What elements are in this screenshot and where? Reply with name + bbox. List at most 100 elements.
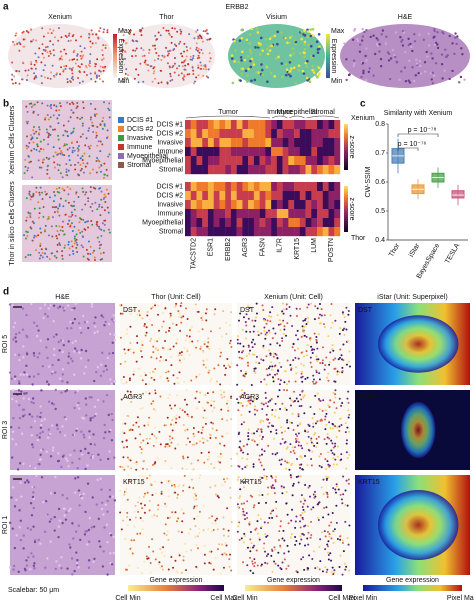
- colorbar: [128, 585, 224, 591]
- cell-dot: [23, 234, 26, 237]
- cell-dot: [255, 355, 258, 358]
- cell-dot: [170, 484, 173, 487]
- cell-dot: [140, 484, 143, 487]
- cell-dot: [89, 72, 92, 75]
- cell-dot: [161, 568, 164, 571]
- cell-dot: [133, 370, 136, 373]
- heatmap-cell: [185, 156, 191, 166]
- cell-dot: [174, 421, 177, 424]
- cell-dot: [98, 244, 101, 247]
- cell-dot: [51, 363, 54, 367]
- cell-dot: [29, 253, 32, 256]
- cell-dot: [108, 352, 111, 355]
- cell-dot: [99, 374, 103, 377]
- cell-dot: [109, 552, 112, 555]
- cell-dot: [344, 503, 347, 506]
- cell-dot: [300, 351, 303, 354]
- column-title: Thor (Unit: Cell): [151, 294, 200, 301]
- cell-dot: [276, 372, 279, 375]
- cell-dot: [28, 141, 31, 144]
- cell-dot: [189, 528, 192, 531]
- cell-dot: [92, 131, 95, 134]
- cell-dot: [61, 350, 64, 354]
- cell-dot: [126, 515, 129, 518]
- cell-dot: [324, 409, 327, 412]
- cell-dot: [265, 64, 268, 68]
- cell-dot: [157, 31, 160, 34]
- cell-dot: [31, 383, 34, 386]
- cell-dot: [170, 364, 173, 367]
- cell-dot: [53, 54, 56, 57]
- heatmap-cell: [311, 165, 318, 175]
- cell-dot: [242, 486, 245, 489]
- cell-dot: [327, 335, 330, 338]
- cell-dot: [248, 410, 251, 413]
- cell-dot: [49, 105, 52, 108]
- group-label: Tumor: [218, 109, 239, 116]
- cell-dot: [161, 359, 164, 362]
- cell-dot: [183, 429, 186, 432]
- cell-dot: [137, 425, 140, 428]
- heatmap-cell: [190, 165, 197, 175]
- cell-dot: [253, 432, 256, 435]
- column-title: Xenium (Unit: Cell): [264, 294, 323, 301]
- cell-dot: [47, 132, 50, 135]
- cell-dot: [87, 528, 91, 532]
- cell-dot: [167, 538, 170, 541]
- cell-dot: [369, 35, 372, 39]
- cell-dot: [26, 335, 29, 339]
- cell-dot: [353, 29, 356, 32]
- cell-dot: [102, 370, 105, 373]
- cell-dot: [236, 452, 239, 455]
- cell-dot: [209, 433, 212, 436]
- cell-dot: [109, 332, 112, 336]
- heatmap-cell: [230, 147, 237, 157]
- cell-dot: [76, 58, 79, 61]
- significance-bracket: [397, 133, 439, 137]
- cell-dot: [250, 341, 253, 344]
- heatmap-cell: [248, 138, 255, 148]
- cell-dot: [242, 451, 245, 454]
- cell-dot: [196, 29, 199, 32]
- cell-dot: [204, 393, 207, 396]
- cell-dot: [333, 453, 336, 456]
- cell-dot: [71, 461, 74, 464]
- cell-dot: [174, 447, 177, 450]
- cell-dot: [308, 80, 312, 84]
- heatmap-row-label: Myoepithelial: [142, 157, 183, 164]
- cell-dot: [36, 143, 39, 146]
- heatmap-cell: [317, 227, 323, 237]
- cell-dot: [378, 50, 381, 53]
- cell-dot: [253, 325, 256, 328]
- cell-dot: [103, 101, 106, 104]
- cell-dot: [241, 404, 244, 407]
- heatmap-cell: [242, 191, 249, 201]
- cell-dot: [28, 190, 31, 193]
- cell-dot: [153, 339, 156, 342]
- cell-dot: [328, 406, 331, 409]
- cell-dot: [188, 335, 191, 338]
- cell-dot: [46, 172, 49, 175]
- cell-dot: [168, 326, 171, 329]
- cell-dot: [178, 354, 181, 357]
- cell-dot: [74, 391, 77, 394]
- cell-dot: [59, 73, 62, 76]
- cell-dot: [70, 69, 73, 72]
- cell-dot: [296, 329, 299, 332]
- cell-dot: [175, 302, 178, 305]
- cell-dot: [144, 383, 147, 386]
- heatmap-row-label: DCIS #2: [157, 192, 184, 199]
- cell-dot: [142, 495, 145, 498]
- cell-dot: [233, 39, 236, 43]
- cell-dot: [122, 376, 125, 379]
- cell-dot: [18, 509, 21, 512]
- cell-dot: [238, 356, 241, 359]
- cell-dot: [207, 341, 210, 344]
- cell-dot: [327, 513, 330, 516]
- cell-dot: [187, 415, 190, 418]
- cell-dot: [98, 227, 101, 230]
- cell-dot: [324, 458, 327, 461]
- heatmap-cell: [225, 218, 232, 228]
- heatmap-cell: [236, 200, 243, 210]
- heatmap-cell: [236, 182, 243, 192]
